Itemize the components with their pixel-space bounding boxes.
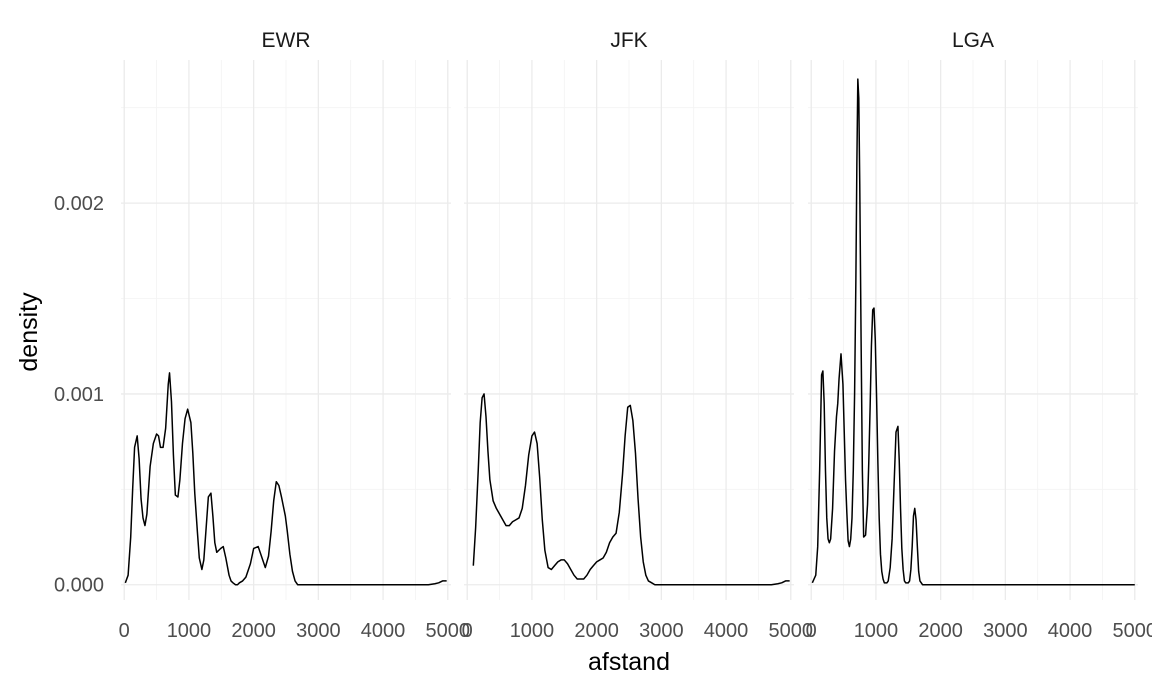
x-tick-label: 2000 bbox=[574, 620, 619, 642]
y-tick-label: 0.000 bbox=[54, 575, 104, 597]
x-tick-label: 3000 bbox=[639, 620, 684, 642]
facet-panel-jfk: JFK 0 1000 2000 3000 4000 5000 bbox=[462, 29, 813, 642]
x-tick-label: 1000 bbox=[854, 620, 899, 642]
x-tick-label: 2000 bbox=[918, 620, 963, 642]
facet-panels: EWR 0 1000 2000 3000 4000 5000 JFK 0 1000 2000 3000… bbox=[119, 29, 1152, 642]
x-tick-label: 0 bbox=[462, 620, 473, 642]
x-tick-label: 3000 bbox=[296, 620, 341, 642]
x-tick-label: 1000 bbox=[510, 620, 555, 642]
x-tick-label: 5000 bbox=[769, 620, 814, 642]
x-tick-label: 2000 bbox=[231, 620, 276, 642]
facet-panel-lga: LGA 0 1000 2000 3000 4000 5000 bbox=[806, 29, 1152, 642]
x-tick-label: 0 bbox=[806, 620, 817, 642]
facet-strip-label: EWR bbox=[262, 29, 311, 52]
x-tick-label: 3000 bbox=[983, 620, 1028, 642]
facet-panel-ewr: EWR 0 1000 2000 3000 4000 5000 bbox=[119, 29, 470, 642]
x-tick-label: 4000 bbox=[704, 620, 749, 642]
x-tick-label: 4000 bbox=[1048, 620, 1093, 642]
x-axis-title: afstand bbox=[588, 648, 670, 676]
facet-strip-label: JFK bbox=[610, 29, 647, 52]
y-tick-label: 0.001 bbox=[54, 384, 104, 406]
y-tick-label: 0.002 bbox=[54, 193, 104, 215]
density-curve-jfk bbox=[472, 393, 790, 586]
x-tick-label: 5000 bbox=[426, 620, 471, 642]
y-axis-title: density bbox=[15, 292, 43, 372]
x-tick-label: 4000 bbox=[361, 620, 406, 642]
x-tick-label: 5000 bbox=[1113, 620, 1152, 642]
facet-strip-label: LGA bbox=[952, 29, 994, 52]
y-axis-ticks: 0.000 0.001 0.002 bbox=[54, 193, 104, 597]
x-tick-label: 1000 bbox=[167, 620, 212, 642]
density-curve-ewr bbox=[124, 372, 447, 586]
density-curve-lga bbox=[811, 78, 1135, 586]
x-tick-label: 0 bbox=[119, 620, 130, 642]
